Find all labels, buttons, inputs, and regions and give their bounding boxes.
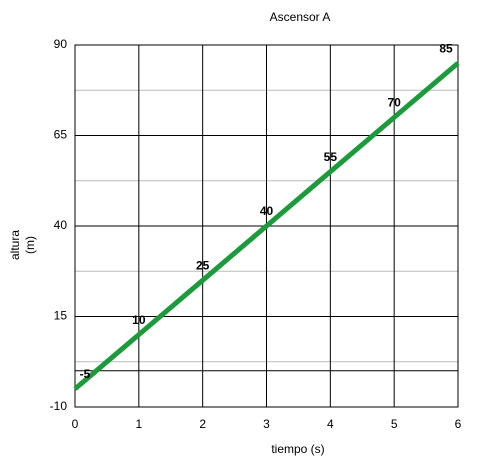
- y-tick-label: -10: [50, 399, 68, 413]
- y-tick-label: 15: [54, 309, 68, 323]
- data-label: 25: [196, 258, 210, 272]
- x-tick-label: 3: [263, 417, 270, 431]
- y-tick-label: 65: [54, 128, 68, 142]
- y-tick-label: 40: [54, 218, 68, 232]
- data-label: 40: [260, 204, 274, 218]
- series-line: [73, 61, 460, 391]
- chart-title: Ascensor A: [270, 10, 331, 24]
- y-tick-label: 90: [54, 37, 68, 51]
- data-label: 70: [387, 96, 401, 110]
- x-tick-label: 4: [327, 417, 334, 431]
- y-axis-label: (m): [23, 236, 37, 254]
- x-tick-label: 1: [135, 417, 142, 431]
- x-tick-label: 0: [72, 417, 79, 431]
- data-label: 55: [324, 150, 338, 164]
- data-label: 85: [439, 41, 453, 55]
- x-tick-label: 6: [455, 417, 462, 431]
- data-label: 10: [132, 313, 146, 327]
- x-tick-label: 2: [199, 417, 206, 431]
- data-label: -5: [80, 367, 91, 381]
- x-tick-label: 5: [391, 417, 398, 431]
- plot-frame: [74, 44, 459, 408]
- x-axis-label: tiempo (s): [271, 442, 324, 456]
- y-axis-label: altura: [8, 230, 22, 260]
